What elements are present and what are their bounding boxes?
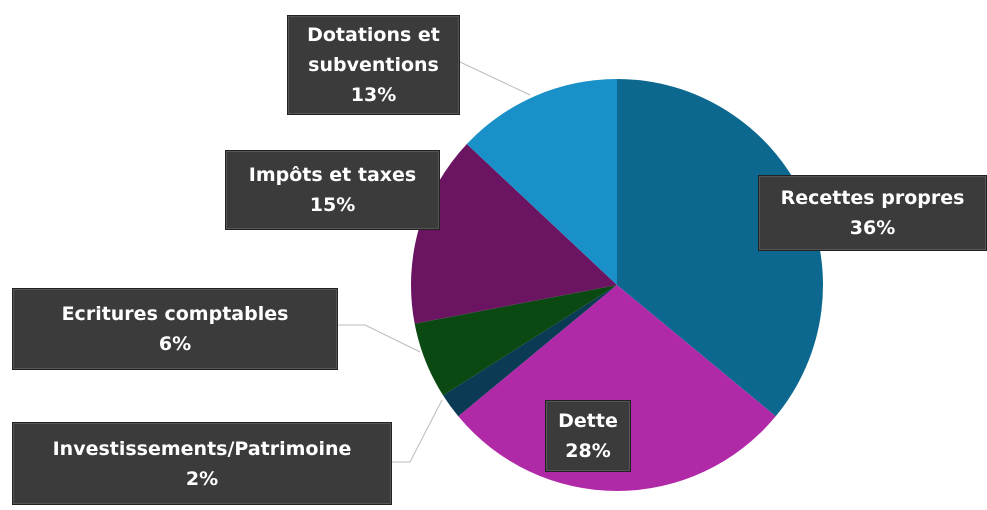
leader-line bbox=[459, 61, 531, 96]
value-label: 36% bbox=[849, 217, 896, 239]
slice-label: Ecritures comptables 6% bbox=[12, 288, 338, 370]
leader-lines bbox=[338, 61, 531, 463]
category-name: Dotations et subventions bbox=[307, 24, 440, 76]
pie-slice bbox=[466, 79, 617, 285]
pie-slice bbox=[617, 79, 824, 417]
pie-slice bbox=[411, 143, 617, 324]
value-label: 6% bbox=[158, 333, 192, 355]
value-label: 2% bbox=[185, 467, 219, 490]
slice-label: Investissements/Patrimoine 2% bbox=[12, 422, 392, 505]
value-label: 15% bbox=[309, 194, 356, 216]
slice-label: Impôts et taxes 15% bbox=[225, 150, 440, 230]
leader-line bbox=[338, 324, 421, 353]
slice-label: Dotations et subventions 13% bbox=[287, 15, 460, 115]
pie-slice bbox=[414, 285, 617, 396]
value-label: 13% bbox=[350, 84, 397, 106]
category-name: Ecritures comptables bbox=[61, 303, 289, 325]
slices bbox=[411, 79, 824, 492]
category-name: Dette bbox=[558, 410, 618, 432]
leader-line bbox=[392, 399, 443, 463]
value-label: 28% bbox=[565, 440, 611, 462]
category-name: Investissements/Patrimoine bbox=[52, 437, 352, 460]
slice-label: Dette 28% bbox=[545, 400, 631, 472]
category-name: Recettes propres bbox=[780, 187, 965, 209]
slice-label: Recettes propres 36% bbox=[758, 175, 987, 251]
pie-slice bbox=[458, 285, 776, 492]
category-name: Impôts et taxes bbox=[248, 164, 417, 186]
pie-slice bbox=[443, 285, 617, 417]
